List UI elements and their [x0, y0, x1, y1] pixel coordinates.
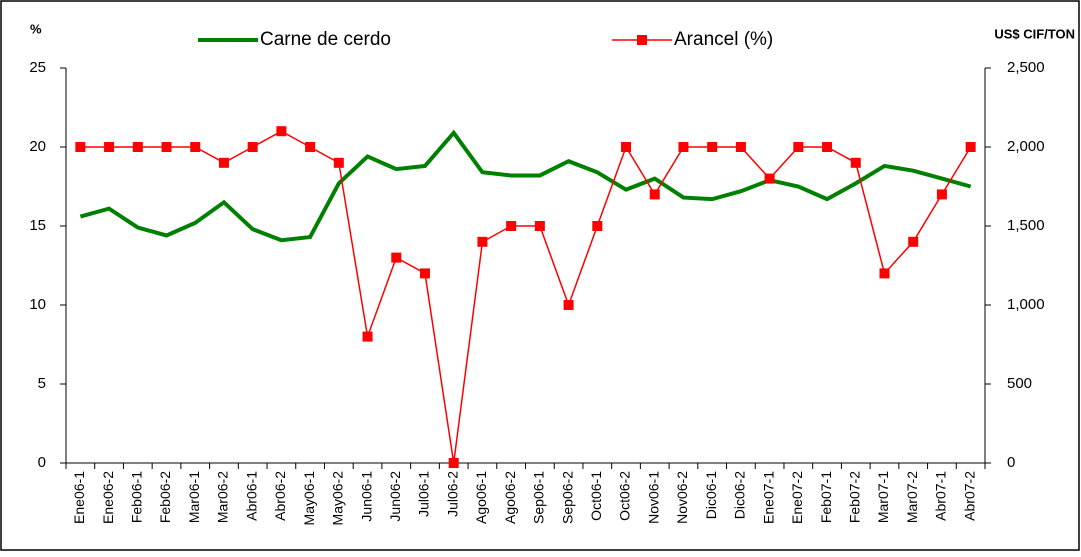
legend-label: Carne de cerdo [260, 29, 391, 50]
data-point [908, 236, 919, 247]
data-point [764, 173, 775, 184]
data-point [477, 236, 488, 247]
data-point [419, 268, 430, 279]
data-point [247, 142, 258, 152]
y2-tick-label: 1,500 [1007, 217, 1045, 234]
x-tick-label: Abr07-2 [961, 471, 977, 521]
data-point [333, 157, 344, 168]
data-point [621, 142, 632, 152]
x-tick-label: Jul06-1 [416, 471, 432, 517]
data-point [879, 268, 890, 279]
x-tick-label: Nov06-1 [645, 471, 661, 524]
y2-tick-label: 2,500 [1007, 59, 1045, 76]
data-point [391, 252, 402, 263]
data-point [132, 142, 143, 152]
data-point [305, 142, 316, 152]
x-tick-label: Ene07-2 [789, 471, 805, 524]
x-tick-label: Mar06-2 [215, 471, 231, 523]
x-tick-label: Oct06-2 [617, 471, 633, 521]
legend-label: Arancel (%) [674, 29, 773, 50]
data-point [276, 126, 287, 137]
data-point [649, 189, 660, 200]
x-tick-label: Mar06-1 [186, 471, 202, 523]
x-tick-label: May06-1 [301, 471, 317, 526]
data-point [563, 300, 574, 310]
y-tick-label: 0 [38, 454, 46, 471]
x-tick-label: Mar07-2 [904, 471, 920, 523]
x-tick-label: Feb07-2 [846, 471, 862, 523]
data-point [104, 142, 115, 152]
y-tick-label: 15 [29, 217, 46, 234]
x-tick-label: Mar07-1 [875, 471, 891, 523]
legend-marker [637, 35, 647, 45]
data-point [936, 189, 947, 200]
data-point [707, 142, 718, 152]
x-tick-label: Ago06-2 [502, 471, 518, 524]
x-tick-label: Jul06-2 [444, 471, 460, 517]
y2-tick-label: 1,000 [1007, 296, 1045, 313]
x-tick-label: Ene06-1 [71, 471, 87, 524]
x-tick-label: Dic06-2 [732, 471, 748, 519]
x-tick-label: Dic06-1 [703, 471, 719, 519]
data-point [161, 142, 172, 152]
data-point [362, 331, 373, 342]
x-tick-label: Abr07-1 [933, 471, 949, 521]
x-tick-label: Jun06-1 [358, 471, 374, 522]
x-tick-label: Ene06-2 [100, 471, 116, 524]
data-point [218, 157, 229, 168]
x-tick-label: May06-2 [330, 471, 346, 526]
y2-axis-label: US$ CIF/TON [994, 26, 1075, 41]
x-tick-label: Nov06-2 [674, 471, 690, 524]
x-tick-label: Feb07-1 [818, 471, 834, 523]
x-tick-label: Feb06-2 [157, 471, 173, 523]
y2-tick-label: 0 [1007, 454, 1015, 471]
y-tick-label: 10 [29, 296, 46, 313]
x-tick-label: Jun06-2 [387, 471, 403, 522]
y2-tick-label: 2,000 [1007, 138, 1045, 155]
data-point [534, 221, 545, 231]
x-tick-label: Ago06-1 [473, 471, 489, 524]
data-point [965, 142, 976, 152]
data-point [448, 458, 459, 468]
x-tick-label: Sep06-1 [531, 471, 547, 524]
x-tick-label: Oct06-1 [588, 471, 604, 521]
data-point [678, 142, 689, 152]
data-point [793, 142, 804, 152]
data-point [190, 142, 201, 152]
y-tick-label: 20 [29, 138, 46, 155]
x-tick-label: Abr06-2 [272, 471, 288, 521]
x-tick-label: Abr06-1 [243, 471, 259, 521]
series-line [79, 129, 972, 243]
data-point [735, 142, 746, 152]
y-tick-label: 25 [29, 59, 46, 76]
data-point [850, 157, 861, 168]
x-tick-label: Ene07-1 [760, 471, 776, 524]
y2-tick-label: 500 [1007, 375, 1032, 392]
data-point [592, 221, 603, 231]
x-tick-label: Feb06-1 [129, 471, 145, 523]
data-point [822, 142, 833, 152]
y-axis-label: % [30, 21, 42, 36]
x-tick-label: Sep06-2 [559, 471, 575, 524]
y-tick-label: 5 [38, 375, 46, 392]
data-point [506, 221, 517, 231]
data-point [75, 142, 86, 152]
